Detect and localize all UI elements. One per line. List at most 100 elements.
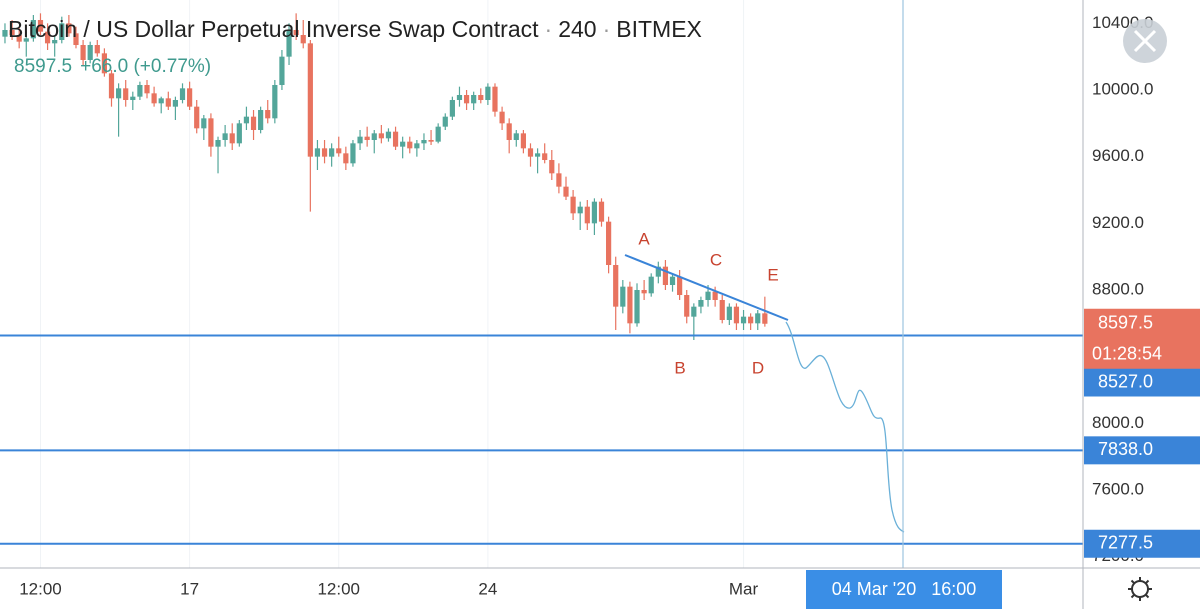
candle-body: [677, 276, 683, 295]
candle-body: [428, 140, 434, 142]
legend: 8597.5 +66.0 (+0.77%): [14, 56, 211, 77]
candle-body: [740, 316, 747, 324]
candle-body: [59, 23, 65, 40]
candle-body: [314, 148, 321, 157]
candle-body: [165, 98, 171, 107]
annotation: D: [752, 358, 764, 377]
candle-body: [329, 148, 335, 157]
level-label: 8527.0: [1098, 371, 1153, 391]
candle-body: [73, 33, 79, 45]
candle-body: [442, 116, 448, 127]
candle-body: [23, 38, 29, 42]
candle-body: [435, 126, 441, 142]
level-label: 7277.5: [1098, 533, 1153, 553]
candle-body: [471, 95, 477, 104]
candle-body: [691, 306, 697, 317]
exchange: BITMEX: [616, 16, 702, 42]
price-boxes: 8527.0 7838.0 7277.5 8597.5 01:28:54: [1084, 308, 1200, 558]
candle-body: [364, 136, 370, 140]
y-tick-label: 10000.0: [1092, 79, 1153, 98]
gear-teeth[interactable]: [1128, 577, 1152, 601]
price-label: 8597.5: [1098, 313, 1153, 333]
candle-body: [144, 85, 150, 94]
candle-body: [684, 295, 690, 317]
forecast-path: [785, 321, 905, 533]
y-tick-label: 8800.0: [1092, 279, 1144, 298]
candle-body: [52, 40, 58, 44]
candle-body: [478, 95, 484, 100]
candle-body: [463, 95, 470, 104]
candle-body: [705, 291, 711, 300]
x-tick-label: 12:00: [317, 579, 360, 598]
candle-body: [343, 153, 349, 164]
candle-body: [520, 133, 526, 149]
candle-body: [421, 140, 427, 144]
candle-body: [549, 160, 555, 174]
candle-body: [648, 276, 654, 294]
candle-body: [499, 111, 505, 124]
candle-body: [236, 123, 242, 144]
candle-body: [733, 306, 740, 324]
candle-body: [712, 291, 718, 300]
close-icon[interactable]: [1133, 29, 1157, 53]
candle-body: [137, 85, 143, 97]
candle-body: [584, 206, 590, 224]
candle-body: [123, 88, 129, 100]
level-box: [1084, 529, 1200, 558]
level-box: [1084, 368, 1200, 397]
candle-body: [577, 206, 583, 214]
candle-body: [66, 23, 72, 34]
candle-body: [286, 30, 292, 57]
candle-body: [215, 140, 221, 147]
candle-body: [655, 266, 661, 277]
candle-body: [748, 316, 754, 324]
x-tick-label: 24: [478, 579, 497, 598]
candle-body: [357, 136, 363, 144]
candle-body: [272, 85, 278, 119]
close-button[interactable]: [1123, 19, 1167, 63]
candle-body: [563, 186, 569, 197]
settings-button[interactable]: [1128, 577, 1152, 601]
candle-body: [542, 153, 548, 160]
candle-body: [37, 20, 44, 32]
annotation: C: [710, 250, 722, 269]
candle-body: [762, 313, 768, 324]
level-box: [1084, 436, 1200, 465]
x-tick-label: Mar: [729, 579, 759, 598]
x-tick-label: 12:00: [19, 579, 62, 598]
candle-body: [456, 95, 463, 100]
candle-body: [208, 118, 214, 147]
countdown: 01:28:54: [1092, 344, 1162, 364]
candle-body: [620, 286, 626, 307]
candle-body: [30, 20, 36, 39]
y-tick-label: 7600.0: [1092, 479, 1144, 498]
candle-body: [534, 153, 541, 157]
candle-body: [606, 221, 612, 265]
candle-body: [726, 306, 732, 320]
candle-body: [400, 141, 406, 147]
candle-body: [698, 300, 704, 307]
candle-body: [94, 45, 100, 54]
candle-body: [179, 88, 186, 100]
interval: 240: [558, 16, 596, 42]
candle-body: [243, 116, 250, 124]
candle-body: [392, 131, 399, 147]
candle-body: [194, 106, 200, 129]
y-tick-label: 9200.0: [1092, 213, 1144, 232]
candle-body: [350, 143, 356, 164]
candle-body: [265, 110, 271, 119]
candle-body: [158, 98, 164, 104]
title: Bitcoin / US Dollar Perpetual Inverse Sw…: [8, 16, 539, 42]
candle-body: [293, 30, 299, 35]
candle-body: [307, 43, 313, 157]
candle-body: [258, 110, 264, 130]
candle-body: [250, 116, 257, 130]
candle-body: [527, 148, 534, 157]
candle-body: [570, 196, 576, 214]
candle-body: [407, 141, 413, 149]
candle-body: [222, 133, 228, 140]
candle-body: [634, 290, 640, 324]
candle-body: [80, 45, 86, 60]
candle-body: [449, 100, 455, 117]
